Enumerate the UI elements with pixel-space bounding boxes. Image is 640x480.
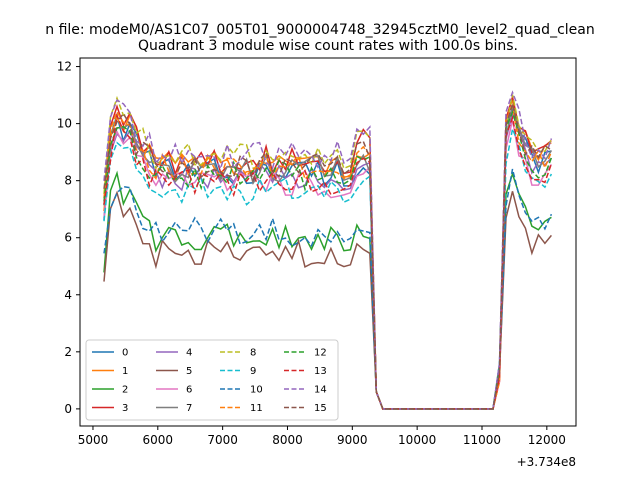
series-line-8: [103, 94, 553, 410]
legend-item-1: 1: [92, 366, 128, 377]
series-line-14: [103, 90, 553, 410]
legend-label: 0: [122, 348, 128, 359]
legend-item-7: 7: [156, 403, 192, 414]
legend-label: 3: [122, 403, 128, 414]
legend-item-11: 11: [220, 403, 263, 414]
y-tick-label: 12: [57, 60, 72, 74]
legend-box: [85, 339, 339, 421]
legend-label: 1: [122, 366, 128, 377]
legend-label: 11: [250, 403, 263, 414]
y-tick-label: 10: [57, 117, 72, 131]
legend-item-4: 4: [156, 348, 192, 359]
legend-item-12: 12: [284, 348, 327, 359]
y-tick-label: 4: [64, 288, 72, 302]
x-offset-text: +3.734e8: [517, 455, 576, 469]
legend-label: 5: [186, 366, 192, 377]
legend-label: 14: [314, 385, 327, 396]
legend-item-15: 15: [284, 403, 327, 414]
y-tick-label: 6: [64, 231, 72, 245]
legend-label: 12: [314, 348, 327, 359]
series-line-15: [103, 101, 552, 410]
legend-item-3: 3: [92, 403, 128, 414]
x-tick-label: 7000: [207, 433, 238, 447]
chart-title: Quadrant 3 module wise count rates with …: [138, 38, 518, 54]
legend-label: 7: [186, 403, 192, 414]
x-tick-label: 5000: [78, 433, 109, 447]
legend-item-0: 0: [92, 348, 128, 359]
x-tick-label: 8000: [272, 433, 303, 447]
y-tick-label: 0: [64, 402, 72, 416]
y-tick-label: 2: [64, 345, 72, 359]
x-tick-label: 6000: [143, 433, 174, 447]
legend-item-14: 14: [284, 385, 327, 396]
legend-item-9: 9: [220, 366, 256, 377]
legend-item-13: 13: [284, 366, 327, 377]
legend-label: 8: [250, 348, 256, 359]
plot-frame: [79, 57, 577, 427]
series-layer: [103, 90, 553, 410]
x-tick-label: 11000: [463, 433, 501, 447]
legend-label: 4: [186, 348, 192, 359]
legend-label: 13: [314, 366, 327, 377]
legend-label: 2: [122, 385, 128, 396]
legend-item-6: 6: [156, 385, 192, 396]
x-tick-label: 9000: [337, 433, 368, 447]
legend-item-10: 10: [220, 385, 263, 396]
legend-label: 15: [314, 403, 327, 414]
legend-label: 10: [250, 385, 263, 396]
legend-item-8: 8: [220, 348, 256, 359]
axis-layer: 5000 6000 7000 8000 9000 10000 11000 12000 0 2 4 6 8…: [57, 60, 566, 447]
legend-item-2: 2: [92, 385, 128, 396]
x-tick-label: 12000: [528, 433, 566, 447]
x-tick-label: 10000: [398, 433, 436, 447]
chart-suptitle: n file: modeM0/AS1C07_005T01_9000004748_…: [45, 22, 594, 38]
legend-item-5: 5: [156, 366, 192, 377]
legend-label: 9: [250, 366, 256, 377]
legend-label: 6: [186, 385, 192, 396]
y-tick-label: 8: [64, 174, 72, 188]
